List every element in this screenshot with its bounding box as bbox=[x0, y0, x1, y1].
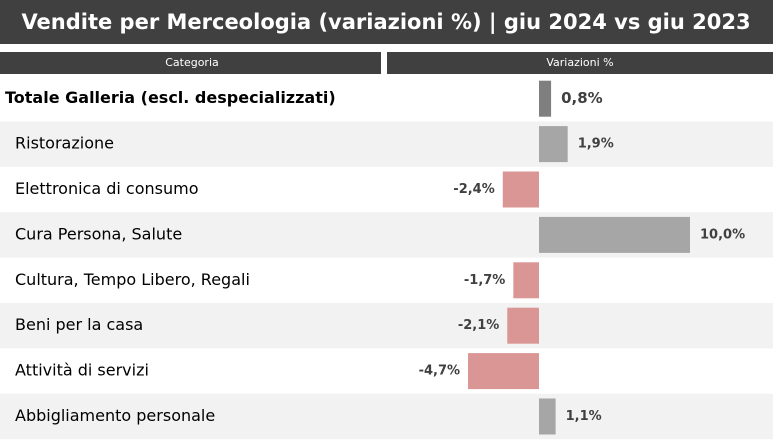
category-label: Ristorazione bbox=[15, 134, 114, 153]
category-label: Elettronica di consumo bbox=[15, 179, 199, 198]
bar bbox=[513, 262, 539, 299]
bar bbox=[539, 126, 568, 163]
value-label: -1,7% bbox=[464, 273, 505, 288]
header-cell bbox=[0, 52, 381, 74]
value-label: -2,4% bbox=[453, 182, 494, 197]
category-label: Cultura, Tempo Libero, Regali bbox=[15, 270, 250, 289]
category-label: Abbigliamento personale bbox=[15, 406, 215, 425]
bar bbox=[539, 398, 556, 435]
category-label: Beni per la casa bbox=[15, 315, 143, 334]
title-bar bbox=[0, 0, 773, 44]
bar bbox=[539, 80, 552, 117]
category-label: Attività di servizi bbox=[15, 361, 149, 380]
header-cell bbox=[387, 52, 773, 74]
bar bbox=[507, 307, 539, 344]
value-label: 1,1% bbox=[566, 409, 602, 424]
category-label: Cura Persona, Salute bbox=[15, 224, 182, 243]
value-label: -2,1% bbox=[458, 318, 499, 333]
chart-title: Vendite per Merceologia (variazioni %) |… bbox=[21, 10, 750, 35]
value-label: 0,8% bbox=[561, 89, 603, 107]
bar bbox=[502, 171, 539, 208]
category-label: Totale Galleria (escl. despecializzati) bbox=[5, 88, 336, 107]
row-band bbox=[0, 121, 773, 167]
value-label: 1,9% bbox=[578, 137, 614, 152]
column-header: Categoria bbox=[165, 56, 219, 69]
row-band bbox=[0, 393, 773, 440]
bar bbox=[539, 216, 690, 253]
value-label: 10,0% bbox=[700, 227, 745, 242]
bar bbox=[468, 353, 539, 390]
column-header: Variazioni % bbox=[546, 56, 613, 69]
rows: Totale Galleria (escl. despecializzati) 0… bbox=[0, 80, 773, 440]
row-band bbox=[0, 303, 773, 349]
value-label: -4,7% bbox=[419, 364, 460, 379]
